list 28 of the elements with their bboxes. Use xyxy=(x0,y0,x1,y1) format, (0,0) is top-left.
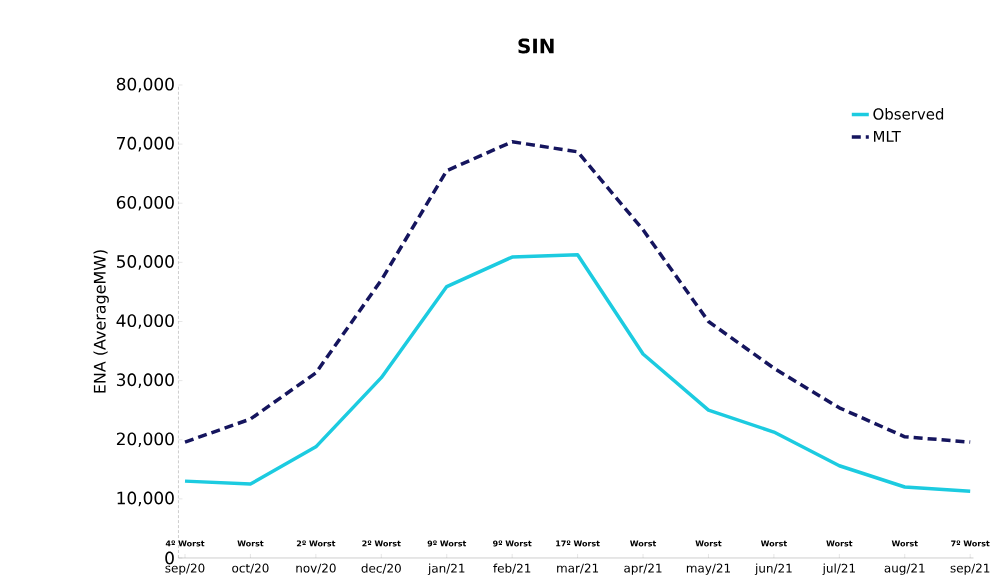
line-series xyxy=(183,252,972,493)
y-tick-label: 70,000 xyxy=(117,136,174,152)
x-tick-label: jan/21 xyxy=(427,563,465,576)
x-tick-label: aug/21 xyxy=(884,563,925,575)
x-tick-label: dec/20 xyxy=(361,563,401,574)
y-tick-label: 20,000 xyxy=(116,432,174,448)
x-tick-label: may/21 xyxy=(686,563,731,575)
y-tick-label: 50,000 xyxy=(117,255,174,270)
y-tick-label: 30,000 xyxy=(116,373,174,388)
chart-title: SIN xyxy=(518,38,554,54)
x-tick-label: nov/20 xyxy=(296,563,336,574)
x-tick-label: mar/21 xyxy=(557,563,599,574)
y-tick-label: 0 xyxy=(165,551,174,565)
line-series xyxy=(183,140,972,444)
x-tick-label: sep/21 xyxy=(950,563,990,575)
x-tick-label: feb/21 xyxy=(493,563,531,574)
x-tick-label: apr/21 xyxy=(624,563,662,575)
y-tick-label: 80,000 xyxy=(116,77,174,93)
y-tick-label: 10,000 xyxy=(117,491,174,507)
y-tick-label: 60,000 xyxy=(116,195,174,211)
y-tick-label: 40,000 xyxy=(116,314,174,329)
y-axis-title: ENA (AverageMW) xyxy=(93,250,109,393)
x-tick-label: sep/20 xyxy=(165,563,205,575)
legend-label: Observed xyxy=(873,108,944,120)
legend-label: MLT xyxy=(874,130,901,142)
x-tick-label: oct/20 xyxy=(232,563,269,574)
x-tick-label: jun/21 xyxy=(754,563,792,576)
x-tick-label: jul/21 xyxy=(822,563,855,576)
